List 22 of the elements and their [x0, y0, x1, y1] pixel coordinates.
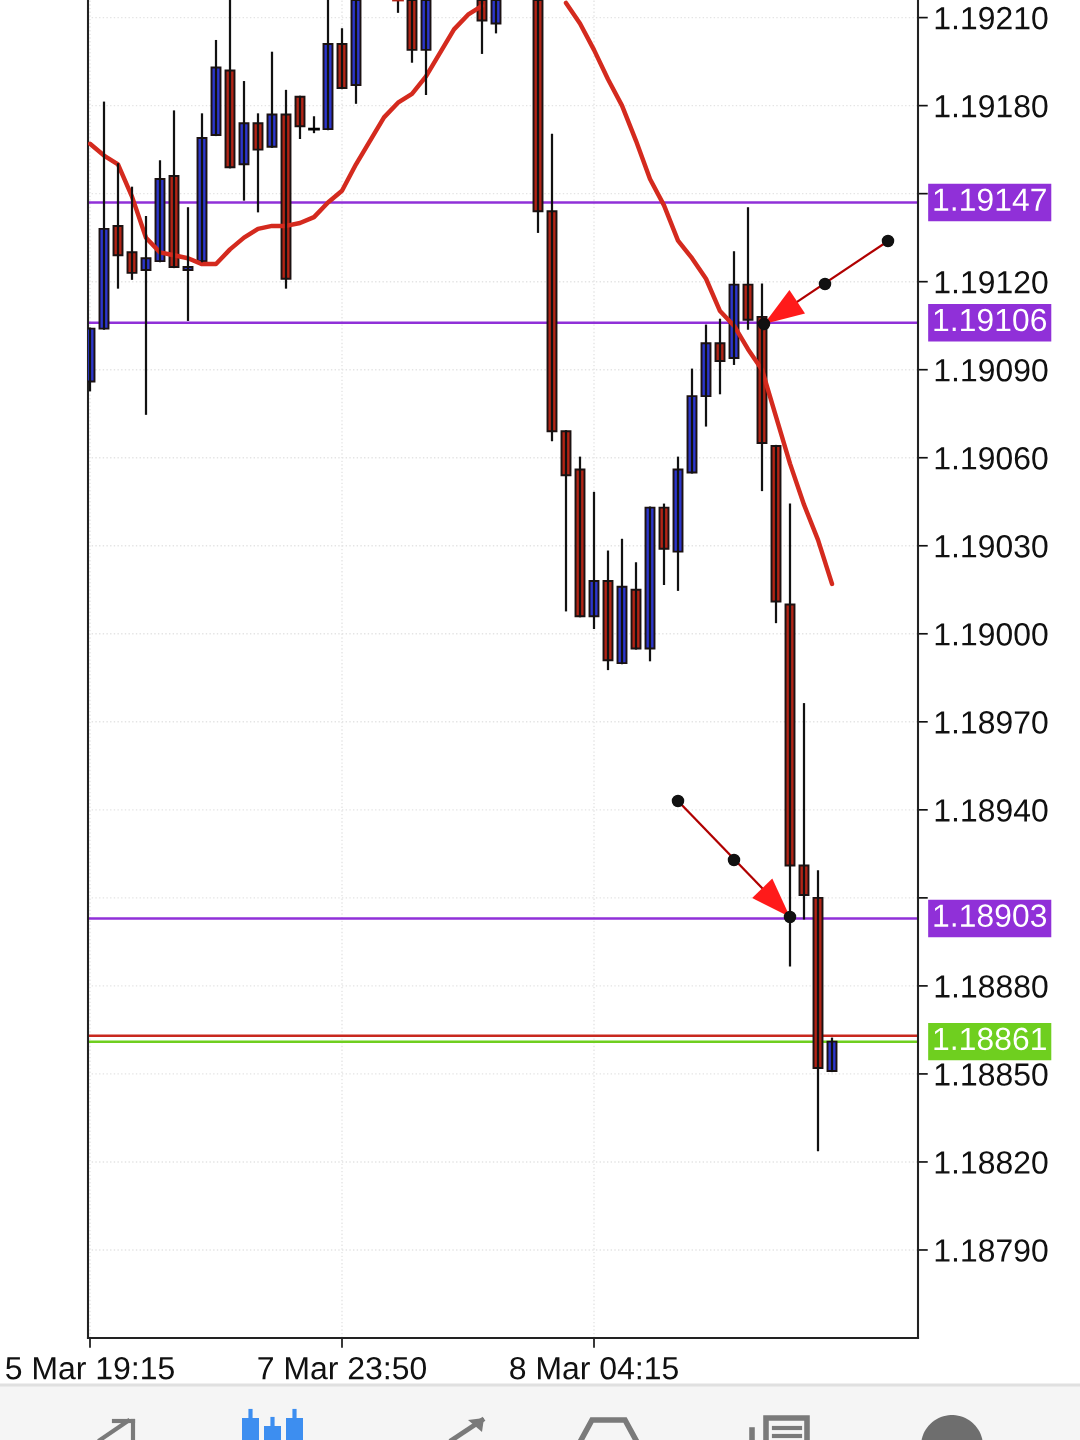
y-tick-label: 1.18790: [935, 1239, 1048, 1262]
y-tick-label: 1.18940: [935, 799, 1048, 822]
x-tick-label: 7 Mar 23:50: [258, 1356, 426, 1380]
y-tick-label: 1.19090: [935, 358, 1048, 382]
y-tick-label: 1.19210: [935, 6, 1048, 30]
y-tick-label: 1.19030: [935, 535, 1048, 558]
x-tick-label: 5 Mar 19:15: [6, 1356, 174, 1380]
candlestick: [392, 0, 404, 13]
candlestick: [308, 116, 320, 134]
x-tick-label: 8 Mar 04:15: [510, 1356, 678, 1380]
y-tick-label: 1.19000: [935, 623, 1048, 646]
y-tick-label: 1.19180: [935, 94, 1048, 118]
y-tick-label: 1.19120: [935, 270, 1048, 294]
ref-line-label: 1.19106: [934, 308, 1047, 332]
y-tick-label: 1.19060: [935, 447, 1048, 470]
ref-line-label: 1.19147: [934, 188, 1046, 212]
ref-line-label: 1.18903: [934, 904, 1047, 927]
y-tick-label: 1.18970: [935, 711, 1048, 734]
ref-line-label: 1.18861: [934, 1027, 1046, 1051]
y-tick-label: 1.18820: [935, 1151, 1048, 1174]
y-tick-label: 1.18850: [935, 1063, 1048, 1086]
y-tick-label: 1.18880: [935, 975, 1048, 998]
